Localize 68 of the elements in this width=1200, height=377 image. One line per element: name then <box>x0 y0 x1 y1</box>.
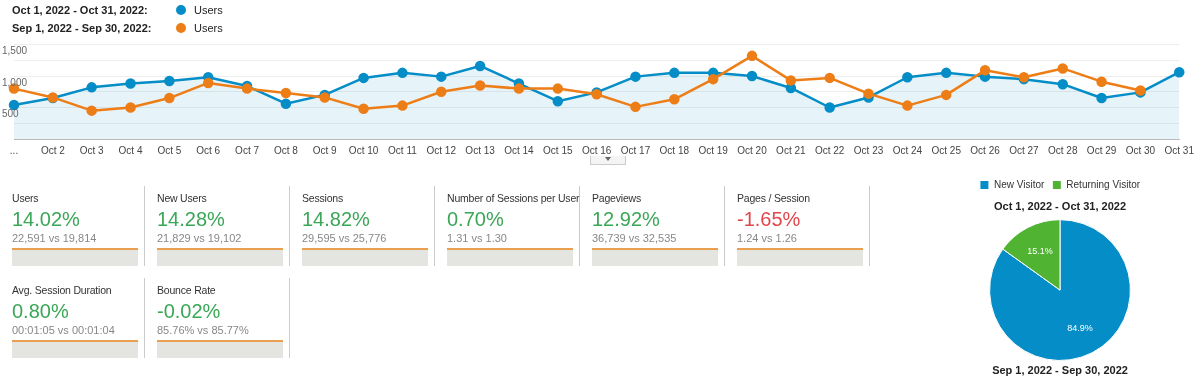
category-label: Pages / Session <box>737 192 811 204</box>
text: 36,739 vs 32,535 <box>592 232 678 244</box>
x-tick-label: Oct 31 <box>1164 144 1195 156</box>
category-label: Avg. Session Duration <box>12 284 113 296</box>
text: Sep 1, 2022 - Sep 30, 2022 <box>992 363 1128 376</box>
x-tick-label: ... <box>9 144 19 156</box>
x-tick-label: Oct 21 <box>776 144 807 156</box>
x-tick-label: Oct 22 <box>814 144 845 156</box>
y-tick-label: 1,000 <box>2 76 28 88</box>
x-tick-label: Oct 2 <box>40 144 66 156</box>
text: Oct 1, 2022 - Oct 31, 2022: <box>12 4 149 16</box>
x-tick-label: Oct 11 <box>388 144 418 156</box>
x-tick-label: Oct 19 <box>698 144 729 156</box>
x-tick-label: Oct 6 <box>196 144 221 156</box>
category-label: Pageviews <box>592 192 642 204</box>
x-tick-label: Oct 8 <box>273 144 299 156</box>
x-tick-label: Oct 24 <box>892 144 923 156</box>
x-tick-label: Oct 26 <box>970 144 1001 156</box>
x-tick-label: Oct 27 <box>1009 144 1040 156</box>
text: 1.31 vs 1.30 <box>447 232 508 244</box>
legend-label: Users <box>194 4 223 16</box>
x-tick-label: Oct 17 <box>620 144 651 156</box>
x-tick-label: Oct 15 <box>543 144 573 156</box>
text: -1.65% <box>737 208 801 230</box>
x-tick-label: Oct 23 <box>853 144 884 156</box>
data-label: 84.9% <box>1067 323 1093 334</box>
x-tick-label: Oct 3 <box>79 144 105 156</box>
x-tick-label: Oct 28 <box>1048 144 1078 156</box>
category-label: Bounce Rate <box>157 284 217 296</box>
x-tick-label: Oct 14 <box>504 144 535 156</box>
legend-label: New Visitor <box>993 178 1045 190</box>
text: 00:01:05 vs 00:01:04 <box>12 324 116 336</box>
y-tick-label: 500 <box>2 108 20 120</box>
x-tick-label: Oct 13 <box>465 144 496 156</box>
text: -0.02% <box>157 300 221 322</box>
text: 0.70% <box>447 208 504 230</box>
x-tick-label: Oct 30 <box>1125 144 1156 156</box>
x-tick-label: Oct 10 <box>348 144 379 156</box>
x-tick-label: Oct 7 <box>235 144 260 156</box>
text: 29,595 vs 25,776 <box>302 232 388 244</box>
text: 21,829 vs 19,102 <box>157 232 243 244</box>
text: 1.24 vs 1.26 <box>737 232 798 244</box>
x-tick-label: Oct 29 <box>1086 144 1117 156</box>
text: 14.02% <box>12 208 80 230</box>
x-tick-label: Oct 16 <box>581 144 612 156</box>
x-tick-label: Oct 4 <box>118 144 143 156</box>
legend-label: Returning Visitor <box>1066 178 1141 190</box>
category-label: New Users <box>157 192 208 204</box>
x-tick-label: Oct 9 <box>312 144 338 156</box>
x-tick-label: Oct 18 <box>659 144 690 156</box>
text: Oct 1, 2022 - Oct 31, 2022 <box>993 199 1127 212</box>
x-tick-label: Oct 12 <box>426 144 457 156</box>
y-tick-label: 1,500 <box>2 45 28 57</box>
text: 14.82% <box>302 208 370 230</box>
text: 85.76% vs 85.77% <box>157 324 250 336</box>
x-tick-label: Oct 20 <box>737 144 768 156</box>
text: 12.92% <box>592 208 660 230</box>
text: 22,591 vs 19,814 <box>12 232 98 244</box>
legend-label: Users <box>194 22 223 34</box>
text: 14.28% <box>157 208 225 230</box>
category-label: Users <box>12 192 40 204</box>
text: Sep 1, 2022 - Sep 30, 2022: <box>12 22 153 34</box>
data-label: 15.1% <box>1027 245 1053 256</box>
x-tick-label: Oct 25 <box>931 144 962 156</box>
category-label: Number of Sessions per User <box>447 192 580 204</box>
category-label: Sessions <box>302 192 344 204</box>
text: 0.80% <box>12 300 69 322</box>
x-tick-label: Oct 5 <box>157 144 182 156</box>
